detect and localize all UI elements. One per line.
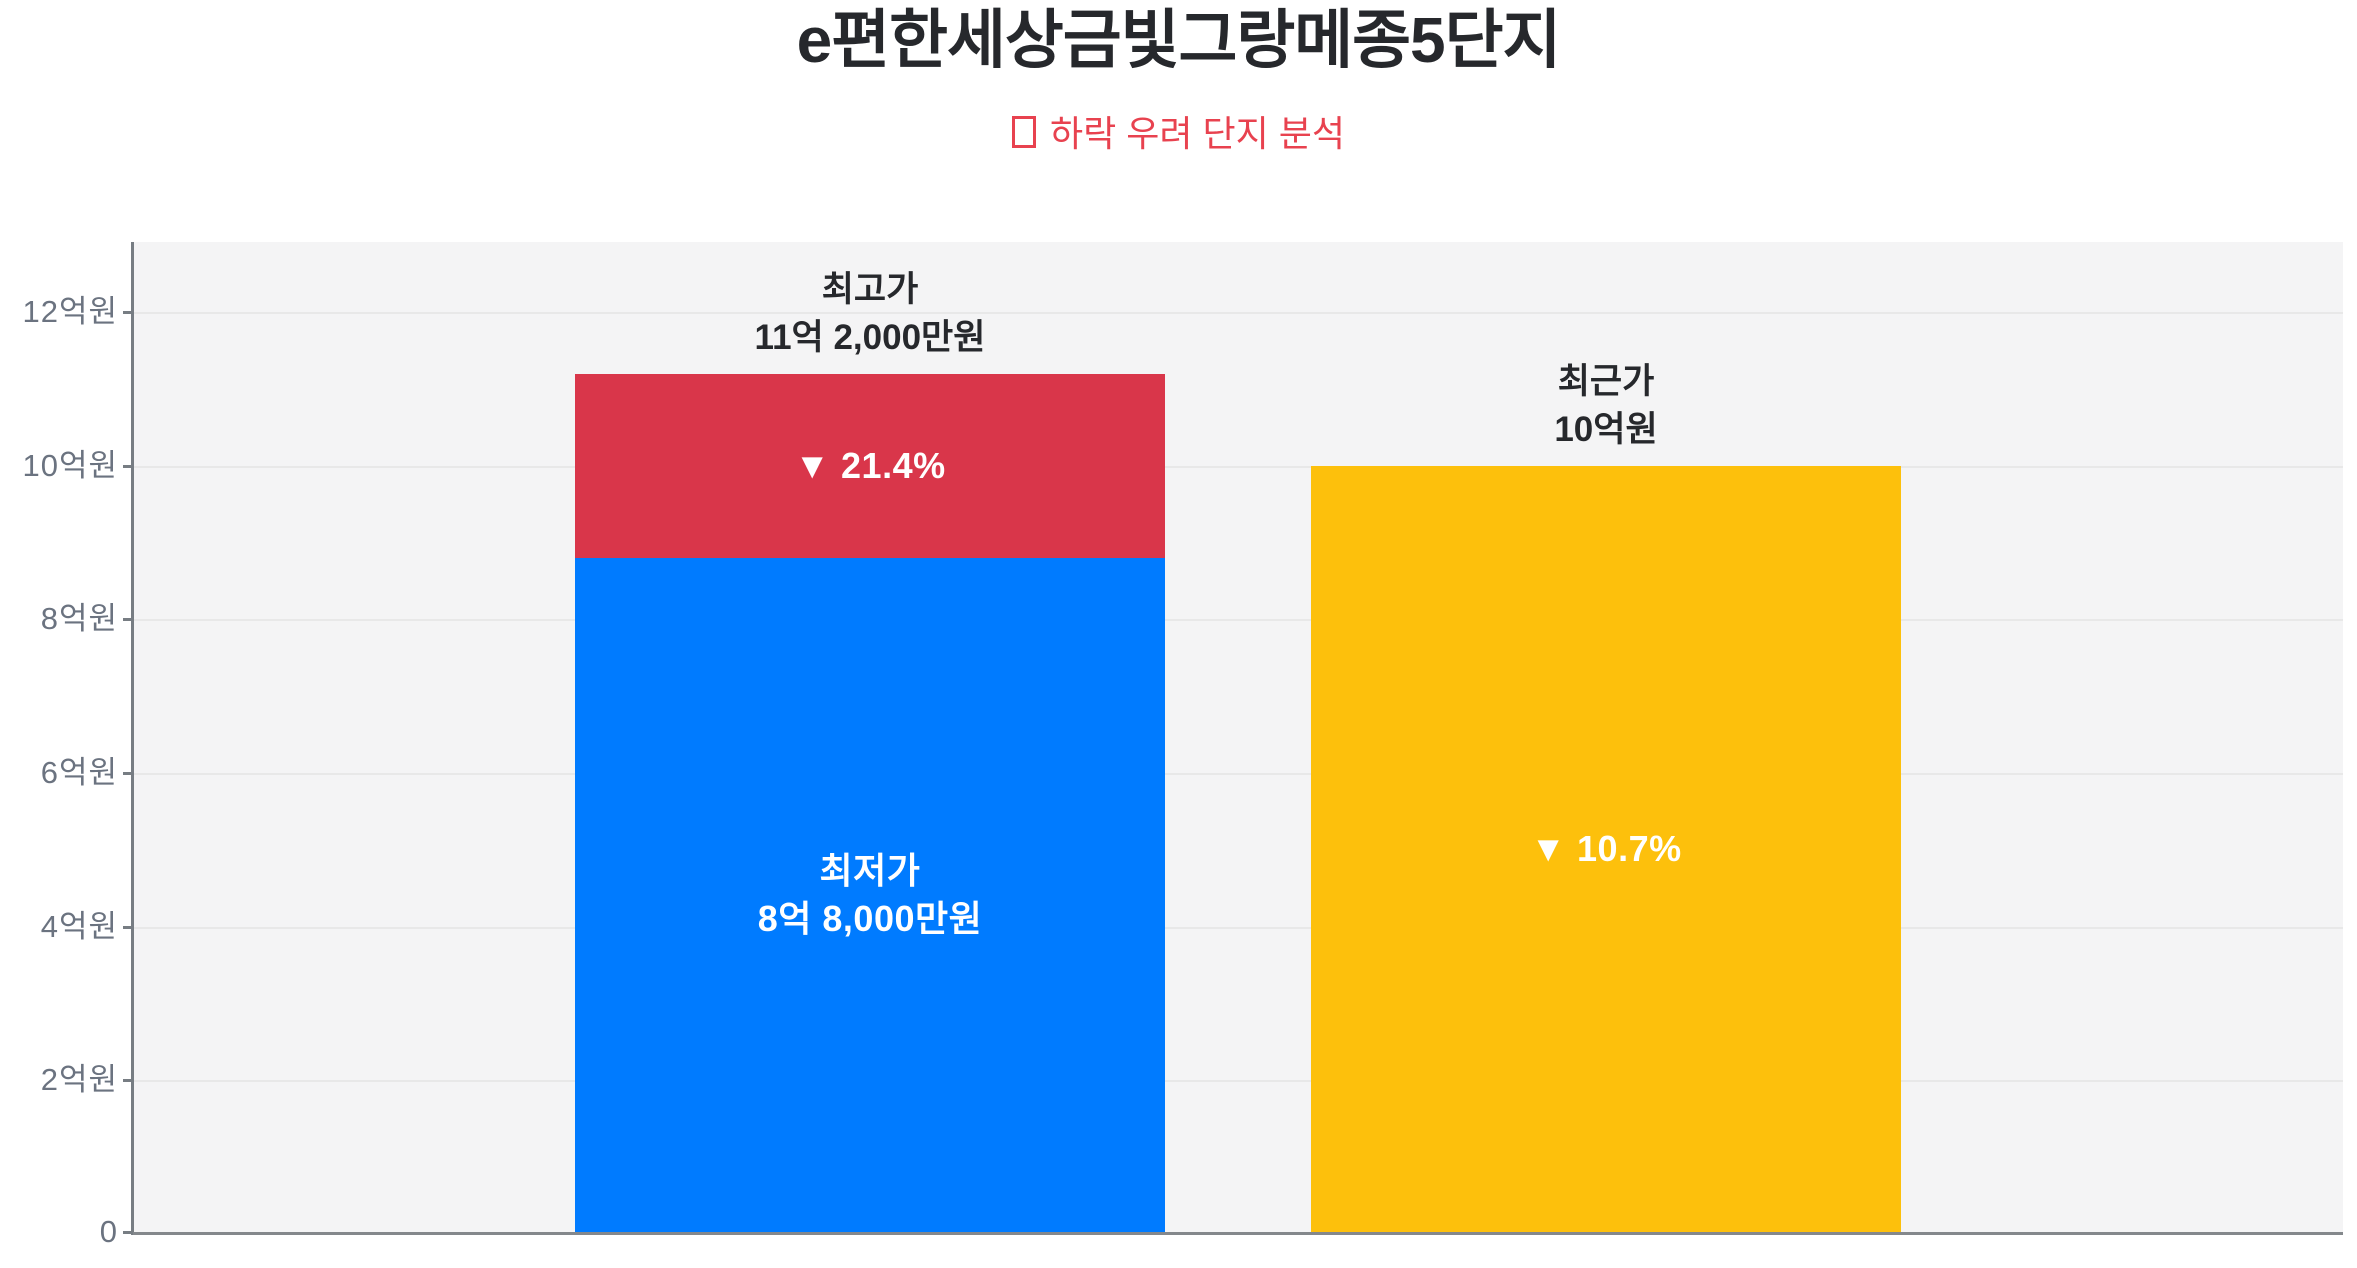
gridline-8 [133,619,2343,621]
y-tick-mark [123,926,132,929]
gridline-10 [133,466,2343,468]
y-tick-mark [123,465,132,468]
y-tick-mark [123,772,132,775]
page-title: e편한세상금빛그랑메종5단지 [796,4,1562,76]
gridline-2 [133,1080,2343,1082]
x-axis-line [133,1232,2343,1235]
bar1-value-label: 최고가 11억 2,000만원 [575,266,1165,362]
bar1-drop-percent-label: ▼ 21.4% [794,445,946,486]
page-subtitle: 하락 우려 단지 분석 [0,112,2357,156]
y-tick-label: 10억원 [22,448,118,483]
y-tick-label: 8억원 [40,601,118,636]
bar1-value-label-line1: 최고가 [821,270,919,309]
y-tick-label: 12억원 [22,294,118,329]
y-tick-label: 6억원 [40,755,118,790]
y-tick-mark [123,311,132,314]
bar2-value-label-line1: 최근가 [1557,362,1655,401]
y-tick-mark [123,618,132,621]
tofu-box-icon [1012,116,1037,148]
y-axis-line [131,242,134,1235]
y-tick-mark [123,1079,132,1082]
subtitle-text: 하락 우려 단지 분석 [1050,113,1345,154]
gridline-4 [133,927,2343,929]
bar2-drop-percent-label: ▼ 10.7% [1530,828,1682,869]
plot-area [133,242,2343,1232]
bar2-recent-segment: ▼ 10.7% [1311,466,1901,1232]
y-tick-label: 2억원 [40,1062,118,1097]
bar1-lowest-price-line1: 최저가 [819,850,921,891]
y-tick-label: 0 [99,1214,118,1249]
bar2-value-label-line2: 10억원 [1554,410,1658,449]
bar1-lowest-segment: 최저가 8억 8,000만원 [575,558,1165,1232]
bar1-lowest-price-label: 최저가 8억 8,000만원 [758,847,982,943]
gridline-6 [133,773,2343,775]
bar1-drop-segment: ▼ 21.4% [575,374,1165,558]
bar1-value-label-line2: 11억 2,000만원 [754,318,986,357]
y-tick-mark [123,1231,132,1234]
gridline-12 [133,312,2343,314]
bar1-lowest-price-line2: 8억 8,000만원 [757,898,983,939]
y-tick-label: 4억원 [40,909,118,944]
bar2-value-label: 최근가 10억원 [1311,358,1901,454]
